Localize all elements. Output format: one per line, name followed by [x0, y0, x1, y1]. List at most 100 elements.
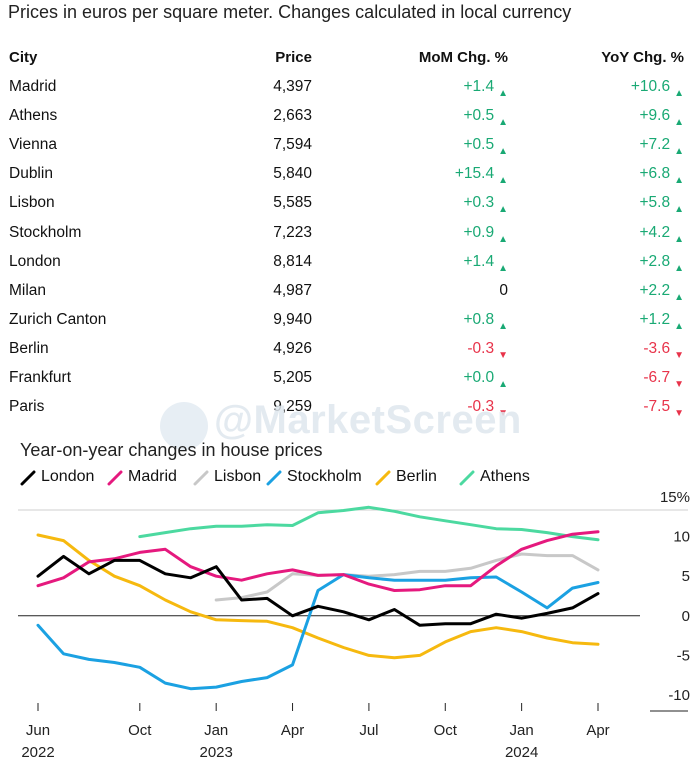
legend-swatch-stroke	[266, 470, 282, 486]
price-cell: 4,397	[273, 78, 312, 95]
triangle-up-icon: ▲	[498, 146, 508, 158]
legend-swatch-stroke	[20, 470, 36, 486]
mom-cell: +15.4 ▲	[454, 165, 508, 187]
yoy-cell: -7.5 ▼	[643, 398, 684, 420]
city-cell: London	[9, 252, 61, 270]
yoy-cell: +2.8 ▲	[639, 252, 684, 274]
mom-cell: +0.5 ▲	[463, 107, 508, 129]
table-row: Athens 2,663 +0.5 ▲ +9.6 ▲	[0, 102, 700, 131]
x-tick-label: Jul	[359, 722, 378, 739]
yoy-cell: +9.6 ▲	[639, 107, 684, 129]
table-row: Vienna 7,594 +0.5 ▲ +7.2 ▲	[0, 131, 700, 160]
table-row: Paris 9,259 -0.3 ▼ -7.5 ▼	[0, 393, 700, 422]
triangle-up-icon: ▲	[674, 291, 684, 303]
triangle-up-icon: ▲	[674, 117, 684, 129]
legend-swatch-icon	[459, 470, 475, 486]
table-row: Berlin 4,926 -0.3 ▼ -3.6 ▼	[0, 335, 700, 364]
header-city: City	[9, 49, 38, 66]
legend-label: Lisbon	[214, 468, 262, 485]
legend-label: Berlin	[396, 468, 437, 485]
price-cell: 4,926	[273, 339, 312, 357]
chart-title: Year-on-year changes in house prices	[20, 440, 323, 460]
city-cell: Milan	[9, 281, 47, 299]
table-row: Milan 4,987 0 +2.2 ▲	[0, 277, 700, 306]
price-cell: 7,223	[273, 223, 312, 241]
yoy-cell: +6.8 ▲	[639, 165, 684, 187]
series-line-athens	[138, 505, 600, 542]
y-tick-label: 10	[673, 529, 690, 546]
yoy-cell: +4.2 ▲	[639, 223, 684, 245]
yoy-cell: +10.6 ▲	[630, 78, 684, 99]
city-cell: Madrid	[9, 78, 57, 95]
mom-cell: +1.4 ▲	[463, 78, 508, 99]
triangle-up-icon: ▲	[498, 379, 508, 390]
city-cell: Stockholm	[9, 223, 82, 241]
x-tick-label: Apr	[281, 722, 304, 739]
triangle-up-icon: ▲	[498, 175, 508, 187]
city-cell: Berlin	[9, 339, 49, 357]
watermark-logo-icon	[160, 402, 208, 450]
triangle-up-icon: ▲	[674, 88, 684, 99]
table-row: Lisbon 5,585 +0.3 ▲ +5.8 ▲	[0, 189, 700, 218]
x-tick-label: Jun	[26, 722, 50, 739]
yoy-cell: -6.7 ▼	[643, 369, 684, 390]
series-line-london	[36, 554, 600, 627]
city-cell: Lisbon	[9, 194, 55, 212]
mom-cell: +0.5 ▲	[463, 136, 508, 158]
legend-swatch-icon	[20, 470, 36, 486]
legend-swatch-icon	[193, 470, 209, 486]
triangle-up-icon: ▲	[674, 262, 684, 274]
legend-swatch-icon	[375, 470, 391, 486]
mom-cell: +0.3 ▲	[463, 194, 508, 216]
legend-label: Stockholm	[287, 468, 362, 485]
city-cell: Zurich Canton	[9, 310, 107, 328]
yoy-cell: +7.2 ▲	[639, 136, 684, 158]
city-cell: Athens	[9, 107, 58, 125]
triangle-up-icon: ▲	[674, 320, 684, 332]
table-row: Madrid 4,397 +1.4 ▲ +10.6 ▲	[0, 73, 700, 102]
price-cell: 5,205	[273, 369, 312, 386]
x-tick-label: Oct	[434, 722, 458, 739]
table-subtitle: Prices in euros per square meter. Change…	[8, 2, 572, 22]
triangle-down-icon: ▼	[674, 408, 684, 420]
y-tick-label: -10	[668, 687, 690, 704]
triangle-down-icon: ▼	[674, 379, 684, 390]
x-tick-label: Jan	[204, 722, 228, 739]
mom-cell: 0	[499, 281, 508, 299]
triangle-down-icon: ▼	[498, 349, 508, 361]
mom-cell: +0.8 ▲	[463, 310, 508, 332]
series-line-berlin	[36, 533, 600, 660]
x-tick-label: Jan	[510, 722, 534, 739]
triangle-up-icon: ▲	[498, 204, 508, 216]
y-tick-label: 0	[682, 608, 690, 625]
series-line-stockholm	[36, 573, 600, 691]
x-tick-label: Apr	[586, 722, 609, 739]
yoy-cell: +1.2 ▲	[639, 310, 684, 332]
price-cell: 9,940	[273, 310, 312, 328]
mom-cell: +0.0 ▲	[463, 369, 508, 390]
legend-swatch-stroke	[107, 470, 123, 486]
mom-cell: +0.9 ▲	[463, 223, 508, 245]
yoy-cell: +5.8 ▲	[639, 194, 684, 216]
y-tick-label: -5	[677, 647, 690, 664]
x-tick-year-label: 2024	[505, 744, 538, 761]
yoy-cell: -3.6 ▼	[643, 339, 684, 361]
triangle-up-icon: ▲	[498, 262, 508, 274]
triangle-up-icon: ▲	[498, 320, 508, 332]
price-cell: 7,594	[273, 136, 312, 154]
yoy-cell: +2.2 ▲	[639, 281, 684, 303]
city-cell: Paris	[9, 398, 45, 416]
y-tick-label: 15%	[660, 489, 690, 506]
y-tick-label: 5	[682, 568, 690, 585]
triangle-down-icon: ▼	[498, 408, 508, 420]
mom-cell: -0.3 ▼	[467, 398, 508, 420]
header-yoy: YoY Chg. %	[601, 49, 684, 66]
city-cell: Vienna	[9, 136, 57, 154]
price-cell: 8,814	[273, 252, 312, 270]
table-row: London 8,814 +1.4 ▲ +2.8 ▲	[0, 248, 700, 277]
city-cell: Dublin	[9, 165, 53, 183]
legend-label: London	[41, 468, 95, 485]
header-price: Price	[275, 49, 312, 66]
triangle-up-icon: ▲	[674, 146, 684, 158]
